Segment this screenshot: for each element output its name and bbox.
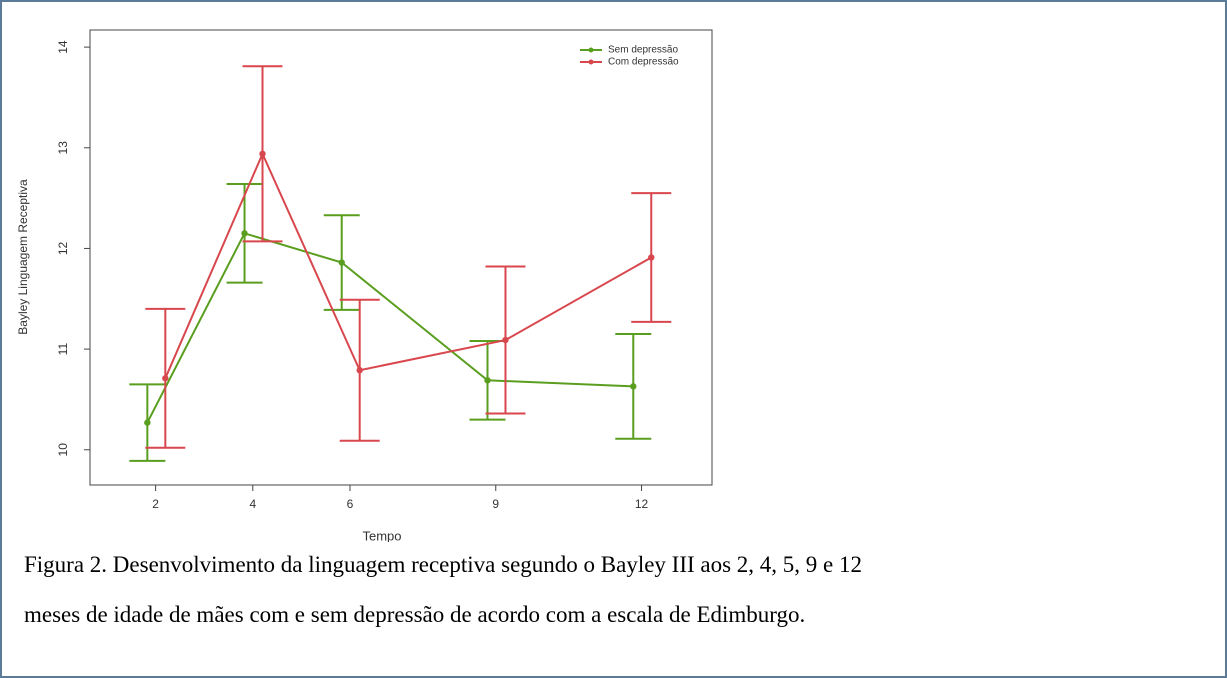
legend-label: Com depressão	[608, 57, 679, 68]
point	[241, 230, 248, 237]
x-tick-label: 6	[347, 497, 354, 511]
point	[484, 377, 491, 384]
y-axis-label: Bayley Linguagem Receptiva	[16, 179, 30, 335]
point	[630, 383, 637, 390]
x-tick-label: 4	[249, 497, 256, 511]
x-tick-label: 12	[635, 497, 649, 511]
point	[144, 419, 151, 426]
y-tick-label: 12	[56, 241, 70, 255]
point	[502, 336, 509, 344]
point	[356, 367, 363, 374]
legend-swatch-dot	[588, 47, 594, 53]
chart: Bayley Linguagem Receptiva Tempo 10 11 12 1…	[16, 29, 713, 542]
y-tick-label: 13	[56, 141, 70, 155]
point	[648, 254, 655, 261]
x-axis-label: Tempo	[362, 528, 401, 542]
y-tick-label: 11	[56, 343, 70, 356]
legend-label: Sem depressão	[608, 45, 678, 56]
x-tick-label: 9	[492, 497, 499, 511]
x-tick-label: 2	[152, 497, 159, 511]
series-line	[146, 232, 634, 424]
series-line	[164, 151, 652, 379]
caption-line: Figura 2. Desenvolvimento da linguagem r…	[24, 552, 863, 577]
plot-area	[89, 29, 713, 486]
point	[338, 259, 345, 266]
caption-line: meses de idade de mães com e sem depress…	[24, 602, 806, 627]
legend-swatch-dot	[588, 59, 594, 65]
y-tick-label: 10	[56, 443, 70, 457]
y-tick-label: 14	[56, 40, 70, 54]
point	[259, 150, 266, 158]
point	[162, 375, 169, 382]
